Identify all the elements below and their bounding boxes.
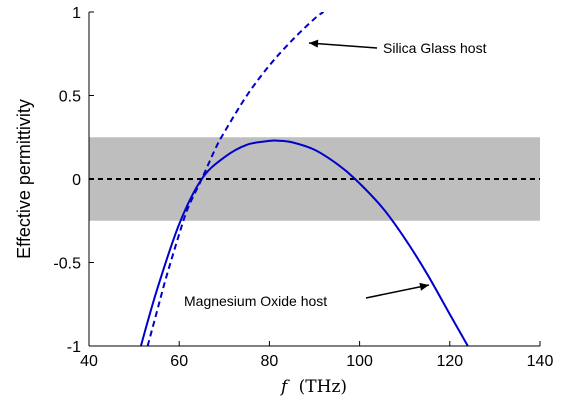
- y-tick-label: 0.5: [59, 89, 81, 106]
- annotation-arrow: [365, 284, 430, 299]
- x-tick-label: 100: [346, 353, 373, 370]
- x-axis-title: f (THz): [279, 377, 347, 397]
- x-axis-variable: f: [279, 377, 290, 397]
- x-tick-label: 140: [527, 353, 554, 370]
- y-tick-label: -0.5: [53, 256, 81, 273]
- annotation-arrowhead: [309, 39, 319, 48]
- y-axis-title: Effective permittivity: [14, 99, 34, 259]
- annotation-arrow: [308, 42, 378, 49]
- series-line-solid: [139, 139, 469, 346]
- y-tick-label: 0: [72, 172, 81, 189]
- annotation-arrowhead: [419, 282, 429, 291]
- x-tick-label: 120: [436, 353, 463, 370]
- annotation-label: Magnesium Oxide host: [184, 293, 327, 309]
- x-tick-label: 60: [170, 353, 188, 370]
- x-axis-unit: (THz): [299, 377, 347, 397]
- y-tick-label: -1: [67, 339, 81, 356]
- x-tick-label: 80: [261, 353, 279, 370]
- x-tick-label: 40: [80, 353, 98, 370]
- y-tick-label: 1: [72, 5, 81, 22]
- annotation-label: Silica Glass host: [383, 40, 487, 56]
- series-line-dashed: [146, 12, 325, 346]
